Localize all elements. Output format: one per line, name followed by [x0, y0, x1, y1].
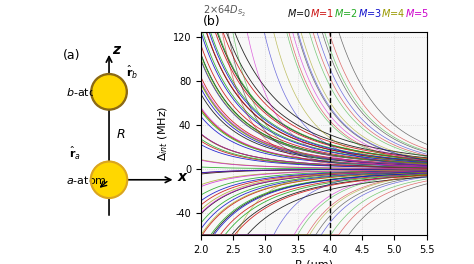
Text: $\boldsymbol{z}$: $\boldsymbol{z}$ [112, 43, 122, 57]
X-axis label: R (μm): R (μm) [295, 260, 333, 264]
Text: $\boldsymbol{x}$: $\boldsymbol{x}$ [177, 171, 189, 185]
Circle shape [91, 74, 128, 110]
Text: 2×64$D_{S_2}$: 2×64$D_{S_2}$ [203, 4, 246, 20]
Text: (b): (b) [203, 15, 221, 28]
Circle shape [91, 162, 128, 198]
Text: $M$=4: $M$=4 [382, 7, 406, 20]
Y-axis label: $\Delta_{int}$ (MHz): $\Delta_{int}$ (MHz) [156, 106, 170, 161]
Text: $\hat{\mathbf{r}}_b$: $\hat{\mathbf{r}}_b$ [126, 64, 138, 81]
Text: $M$=0: $M$=0 [287, 7, 311, 20]
Text: $M$=2: $M$=2 [334, 7, 358, 20]
Text: $\hat{\mathbf{r}}_a$: $\hat{\mathbf{r}}_a$ [69, 145, 81, 162]
Text: $b$-atom: $b$-atom [66, 86, 107, 98]
Circle shape [93, 76, 125, 108]
Text: (a): (a) [63, 49, 80, 62]
Text: $R$: $R$ [116, 129, 125, 142]
Text: $M$=3: $M$=3 [358, 7, 382, 20]
Text: $M$=1: $M$=1 [310, 7, 334, 20]
Text: $M$=5: $M$=5 [405, 7, 429, 20]
Text: $a$-atom: $a$-atom [66, 174, 107, 186]
